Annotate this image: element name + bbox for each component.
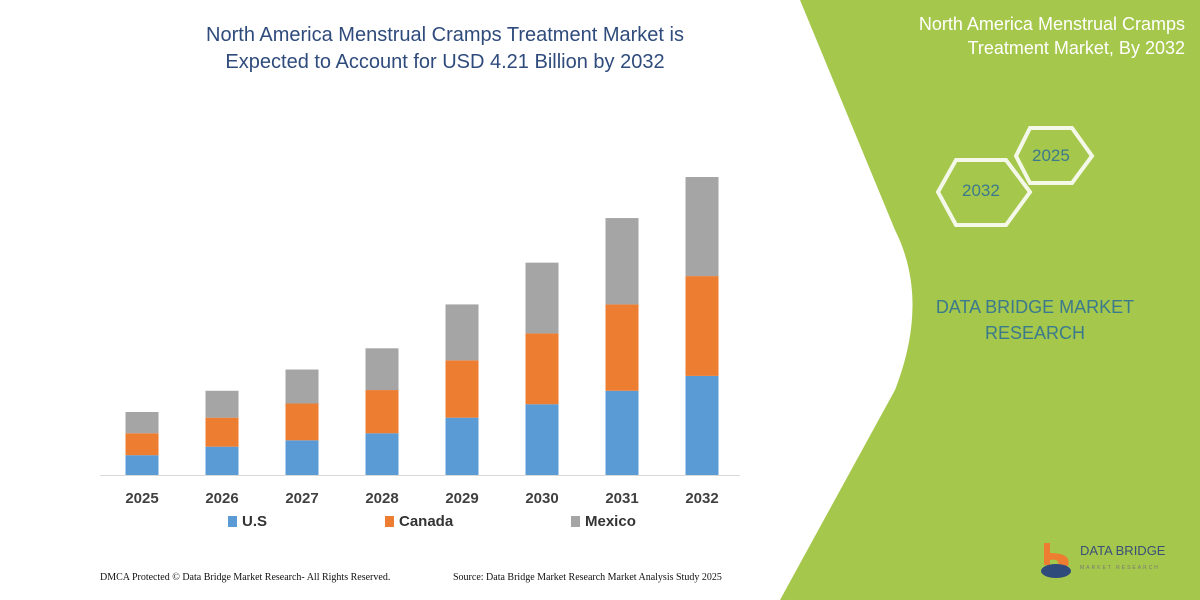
bar-canada-2026	[205, 417, 239, 447]
bar-us-2026	[205, 446, 239, 475]
bar-us-2028	[365, 433, 399, 475]
bar-us-2031	[605, 390, 639, 475]
legend-label-mexico: Mexico	[585, 513, 636, 530]
logo-subtext: MARKET RESEARCH	[1080, 565, 1160, 571]
side-title-line-1: North America Menstrual Cramps	[918, 14, 1185, 34]
logo-text: DATA BRIDGE	[1080, 543, 1166, 558]
logo-icon	[1041, 543, 1071, 578]
bar-canada-2025	[125, 433, 159, 456]
bar-us-2027	[285, 440, 319, 475]
bar-us-2025	[125, 455, 159, 475]
brand-text: DATA BRIDGE MARKET RESEARCH	[905, 294, 1165, 346]
bar-canada-2028	[365, 390, 399, 434]
page-title: North America Menstrual Cramps Treatment…	[150, 22, 740, 76]
legend-item-mexico: Mexico	[571, 513, 636, 530]
stacked-bar-chart: 2025 2026 2027 2028 2029 2030 2031 2032	[100, 177, 740, 507]
title-line-1: North America Menstrual Cramps Treatment…	[206, 24, 684, 46]
bar-mexico-2029	[445, 304, 479, 361]
bar-mexico-2030	[525, 262, 559, 334]
bar-mexico-2027	[285, 369, 319, 404]
bar-canada-2029	[445, 360, 479, 418]
green-panel	[780, 0, 1200, 600]
x-tick-label: 2026	[205, 490, 238, 507]
hex-label-end: 2032	[962, 181, 1000, 200]
side-title: North America Menstrual Cramps Treatment…	[850, 12, 1185, 60]
x-tick-label: 2028	[365, 490, 398, 507]
bar-us-2032	[685, 375, 719, 475]
legend-label-canada: Canada	[399, 513, 454, 530]
legend-swatch-canada	[385, 516, 394, 527]
footer-copyright: DMCA Protected © Data Bridge Market Rese…	[100, 572, 391, 583]
bar-us-2030	[525, 404, 559, 475]
legend-label-us: U.S	[242, 513, 268, 530]
x-tick-label: 2030	[525, 490, 558, 507]
x-tick-label: 2032	[685, 490, 718, 507]
brand-line-2: RESEARCH	[984, 323, 1086, 343]
footer-source: Source: Data Bridge Market Research Mark…	[453, 572, 722, 583]
legend-item-us: U.S	[228, 513, 267, 530]
x-tick-label: 2029	[445, 490, 478, 507]
x-tick-label: 2031	[605, 490, 638, 507]
bar-mexico-2026	[205, 390, 239, 418]
legend-swatch-mexico	[571, 516, 580, 527]
bar-mexico-2031	[605, 218, 639, 305]
bar-mexico-2025	[125, 412, 159, 434]
title-line-2: Expected to Account for USD 4.21 Billion…	[225, 51, 665, 73]
brand-line-1: DATA BRIDGE MARKET	[935, 297, 1135, 317]
bar-canada-2031	[605, 304, 639, 391]
hex-label-start: 2025	[1032, 146, 1070, 165]
legend-swatch-us	[228, 516, 237, 527]
bar-mexico-2028	[365, 348, 399, 391]
x-tick-label: 2027	[285, 490, 318, 507]
legend-item-canada: Canada	[385, 513, 453, 530]
bar-canada-2027	[285, 403, 319, 441]
side-title-line-2: Treatment Market, By 2032	[967, 38, 1185, 58]
bar-mexico-2032	[685, 177, 719, 277]
bar-us-2029	[445, 417, 479, 475]
bar-canada-2032	[685, 276, 719, 376]
hexagon-2025	[1013, 126, 1095, 185]
x-tick-label: 2025	[125, 490, 158, 507]
bar-canada-2030	[525, 333, 559, 405]
hexagon-2032	[935, 158, 1033, 227]
